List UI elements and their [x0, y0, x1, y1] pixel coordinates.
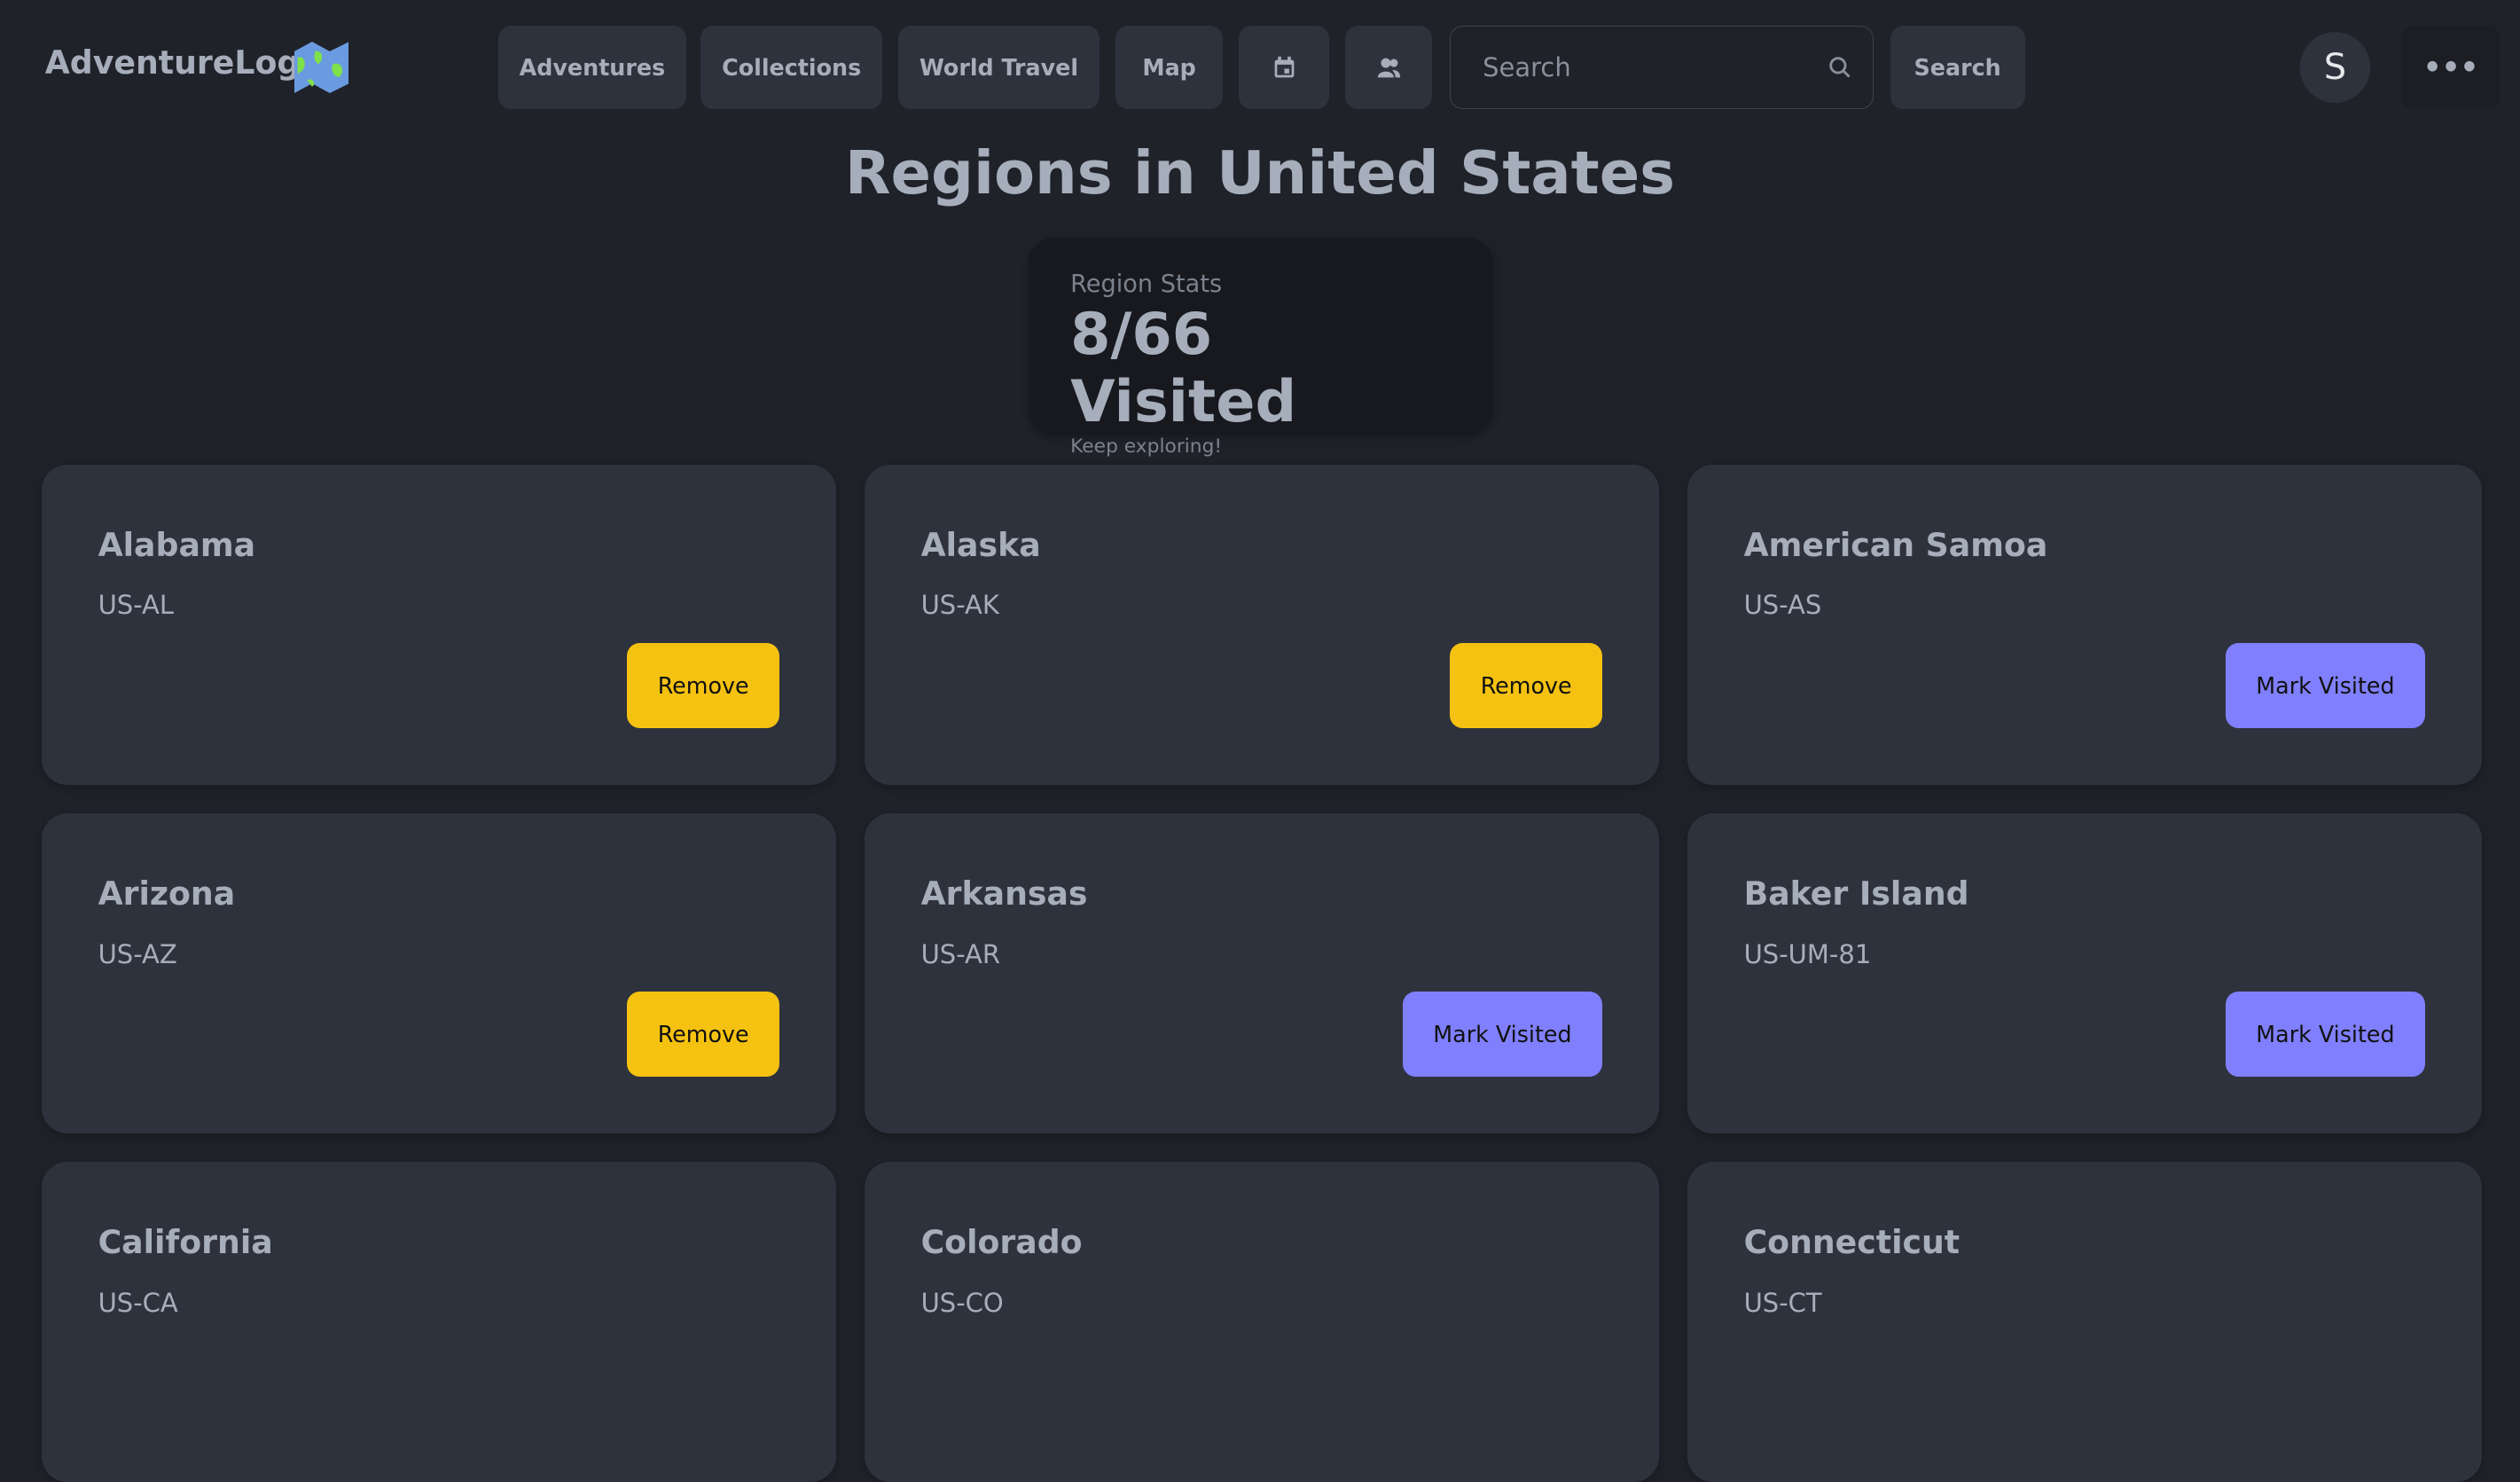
region-card: Alabama US-AL Remove	[42, 464, 836, 785]
region-card: Colorado US-CO	[865, 1162, 1659, 1482]
region-grid: Alabama US-AL Remove Alaska US-AK Remove Ame…	[42, 464, 2482, 1482]
region-code: US-AS	[1743, 590, 1822, 621]
region-card: Connecticut US-CT	[1687, 1162, 2482, 1482]
region-name: Connecticut	[1743, 1223, 1960, 1262]
users-button[interactable]	[1345, 26, 1432, 110]
navbar: AdventureLog Adventures Collections Worl…	[0, 0, 2520, 135]
remove-button[interactable]: Remove	[627, 643, 780, 729]
map-logo-icon	[293, 42, 349, 94]
region-code: US-CT	[1743, 1287, 1822, 1318]
region-code: US-AK	[920, 590, 999, 621]
region-card: Alaska US-AK Remove	[865, 464, 1659, 785]
mark-visited-button[interactable]: Mark Visited	[2225, 992, 2426, 1078]
nav-collections[interactable]: Collections	[700, 26, 883, 110]
region-card: Arkansas US-AR Mark Visited	[865, 813, 1659, 1133]
mark-visited-button[interactable]: Mark Visited	[1402, 992, 1603, 1078]
mark-visited-button[interactable]: Mark Visited	[2225, 643, 2426, 729]
region-name: Arkansas	[920, 874, 1088, 913]
brand-name[interactable]: AdventureLog	[44, 43, 301, 82]
region-name: Alaska	[920, 525, 1041, 564]
nav-world-travel[interactable]: World Travel	[898, 26, 1100, 110]
ellipsis-icon: •••	[2422, 51, 2479, 85]
region-card: California US-CA	[42, 1162, 836, 1482]
nav-map[interactable]: Map	[1115, 26, 1224, 110]
search-field[interactable]	[1449, 26, 1874, 110]
remove-button[interactable]: Remove	[627, 992, 780, 1078]
calendar-icon	[1274, 56, 1295, 77]
region-code: US-AR	[920, 938, 1001, 969]
region-code: US-UM-81	[1743, 938, 1872, 969]
stats-label: Region Stats	[1070, 270, 1223, 298]
region-code: US-CO	[920, 1287, 1004, 1318]
nav-adventures[interactable]: Adventures	[497, 26, 686, 110]
search-button[interactable]: Search	[1890, 26, 2025, 110]
region-name: Alabama	[98, 525, 256, 564]
region-code: US-AL	[98, 590, 175, 621]
region-name: Colorado	[920, 1223, 1083, 1262]
region-card: Baker Island US-UM-81 Mark Visited	[1687, 813, 2482, 1133]
region-name: Arizona	[98, 874, 236, 913]
stats-value: 8/66 Visited	[1070, 301, 1297, 436]
region-name: American Samoa	[1743, 525, 2048, 564]
remove-button[interactable]: Remove	[1450, 643, 1603, 729]
more-menu-button[interactable]: •••	[2400, 26, 2501, 110]
region-code: US-CA	[98, 1287, 178, 1318]
page-title: Regions in United States	[844, 137, 1676, 208]
region-name: Baker Island	[1743, 874, 1969, 913]
region-name: California	[98, 1223, 273, 1262]
stats-desc: Keep exploring!	[1070, 435, 1223, 459]
search-icon	[1828, 57, 1851, 79]
region-card: American Samoa US-AS Mark Visited	[1687, 464, 2482, 785]
search-input[interactable]	[1479, 51, 1828, 84]
users-icon	[1377, 58, 1400, 77]
calendar-button[interactable]	[1239, 26, 1329, 110]
avatar[interactable]: S	[2299, 32, 2371, 103]
region-code: US-AZ	[98, 938, 177, 969]
region-card: Arizona US-AZ Remove	[42, 813, 836, 1133]
region-stats: Region Stats 8/66 Visited Keep exploring…	[1029, 238, 1493, 458]
